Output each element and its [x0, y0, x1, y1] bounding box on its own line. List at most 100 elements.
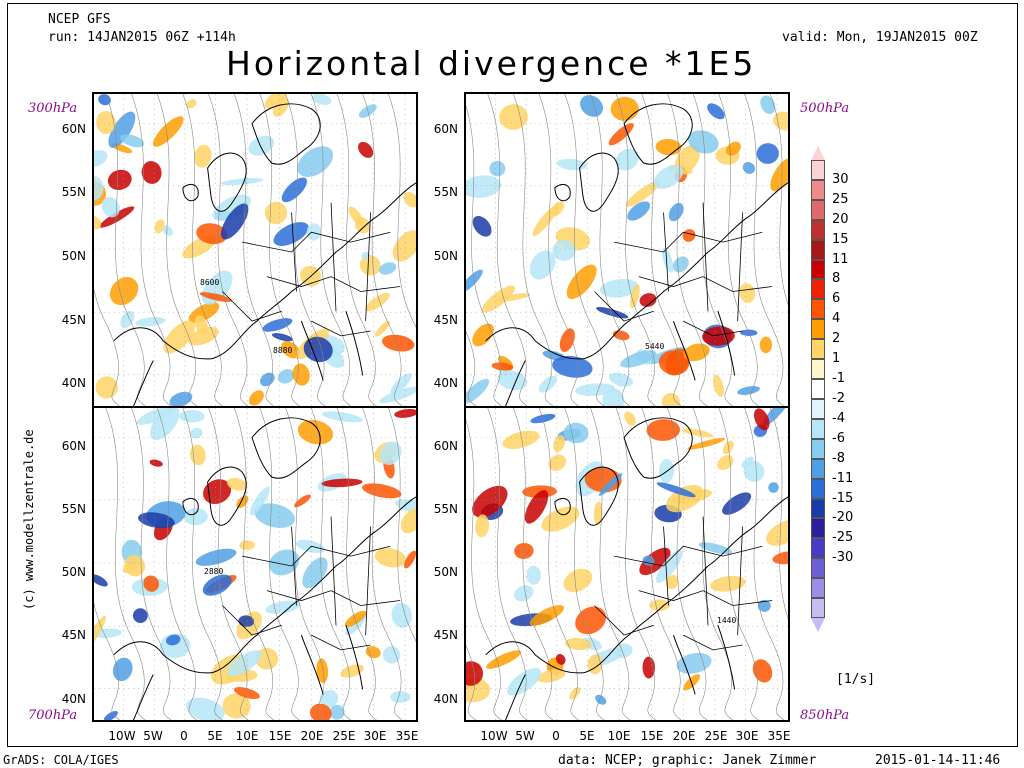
convergence-area — [615, 148, 639, 171]
convergence-area — [361, 251, 371, 260]
divergence-area — [194, 315, 209, 336]
convergence-area — [563, 422, 589, 444]
divergence-area — [566, 264, 597, 300]
latitude-label: 45N — [61, 628, 86, 642]
divergence-area — [381, 334, 415, 352]
divergence-area — [682, 229, 696, 242]
copyright-vertical: (c) www.modellzentrale.de — [22, 429, 36, 610]
colorbar-swatch — [811, 398, 825, 419]
colorbar-swatch — [811, 518, 825, 539]
contour-line — [718, 94, 759, 406]
convergence-area — [698, 542, 733, 555]
convergence-area — [743, 460, 765, 482]
convergence-area — [120, 134, 145, 148]
convergence-area — [614, 643, 633, 659]
convergence-area — [466, 378, 490, 404]
convergence-area — [166, 634, 181, 646]
convergence-area — [608, 372, 634, 387]
colorbar-unit: [1/s] — [836, 672, 876, 687]
convergence-area — [297, 146, 334, 177]
contour-line — [769, 408, 788, 619]
divergence-area — [316, 658, 329, 684]
convergence-area — [136, 408, 174, 425]
convergence-area — [596, 307, 629, 319]
contour-line — [667, 94, 708, 406]
divergence-area — [687, 437, 726, 450]
divergence-area — [95, 376, 118, 399]
colorbar-swatch — [811, 239, 825, 260]
divergence-area — [753, 408, 770, 431]
contour-line — [336, 408, 377, 720]
convergence-area — [760, 95, 776, 115]
latitude-label: 60N — [433, 122, 458, 136]
convergence-area — [260, 372, 275, 387]
divergence-area — [96, 110, 116, 135]
contour-line — [259, 408, 300, 720]
divergence-area — [639, 293, 657, 307]
divergence-area — [163, 320, 196, 354]
contour-line — [466, 105, 502, 406]
divergence-area — [99, 206, 135, 228]
convergence-area — [254, 503, 296, 528]
divergence-area — [739, 283, 756, 303]
convergence-area — [311, 94, 332, 105]
convergence-area — [138, 512, 175, 529]
contour-line — [769, 94, 788, 305]
divergence-area — [321, 478, 363, 488]
convergence-area — [150, 408, 180, 441]
divergence-area — [532, 204, 559, 237]
latitude-label: 45N — [433, 628, 458, 642]
colorbar-swatch — [811, 319, 825, 340]
colorbar-tick-label: -30 — [832, 550, 854, 566]
level-label-850: 850hPa — [800, 708, 850, 723]
colorbar-tick-label: -20 — [832, 510, 854, 526]
divergence-area — [536, 669, 566, 683]
divergence-area — [141, 161, 162, 184]
level-label-700: 700hPa — [28, 708, 78, 723]
colorbar-swatch — [811, 279, 825, 300]
convergence-area — [656, 482, 696, 498]
divergence-area — [154, 219, 165, 234]
colorbar-swatch — [811, 438, 825, 459]
convergence-area — [757, 599, 771, 612]
convergence-area — [595, 694, 607, 705]
convergence-area — [221, 203, 249, 240]
contour-line — [744, 94, 785, 406]
convergence-area — [134, 317, 166, 327]
divergence-area — [759, 336, 772, 354]
convergence-area — [688, 130, 719, 154]
longitude-label: 5E — [579, 729, 595, 743]
country-borders — [594, 516, 773, 651]
contour-line — [182, 408, 223, 720]
convergence-area — [768, 482, 779, 493]
lat-lon-grid — [466, 408, 788, 720]
geopotential-contours — [94, 94, 416, 406]
contour-line — [564, 408, 605, 720]
latitude-label: 45N — [61, 313, 86, 327]
divergence-area — [646, 419, 681, 441]
divergence-area — [404, 550, 416, 569]
contour-line — [94, 288, 120, 406]
convergence-area — [277, 369, 295, 384]
convergence-area — [212, 194, 251, 221]
convergence-area — [620, 350, 657, 368]
convergence-area — [379, 441, 402, 465]
latitude-label: 55N — [433, 185, 458, 199]
map-title: Horizontal divergence *1E5 — [226, 44, 757, 83]
divergence-area — [529, 605, 565, 626]
divergence-area — [107, 169, 132, 191]
divergence-area — [340, 664, 364, 678]
latitude-label: 50N — [433, 249, 458, 263]
convergence-area — [329, 704, 345, 720]
country-borders — [222, 516, 401, 651]
contour-line — [692, 408, 733, 720]
contour-line — [538, 408, 579, 720]
divergence-area — [524, 490, 549, 524]
convergence-area — [391, 602, 413, 628]
longitude-label: 0 — [552, 729, 560, 743]
colorbar-swatch — [811, 199, 825, 220]
convergence-area — [382, 646, 401, 664]
convergence-area — [580, 95, 604, 117]
contour-line — [615, 408, 656, 720]
divergence-area — [472, 323, 494, 347]
